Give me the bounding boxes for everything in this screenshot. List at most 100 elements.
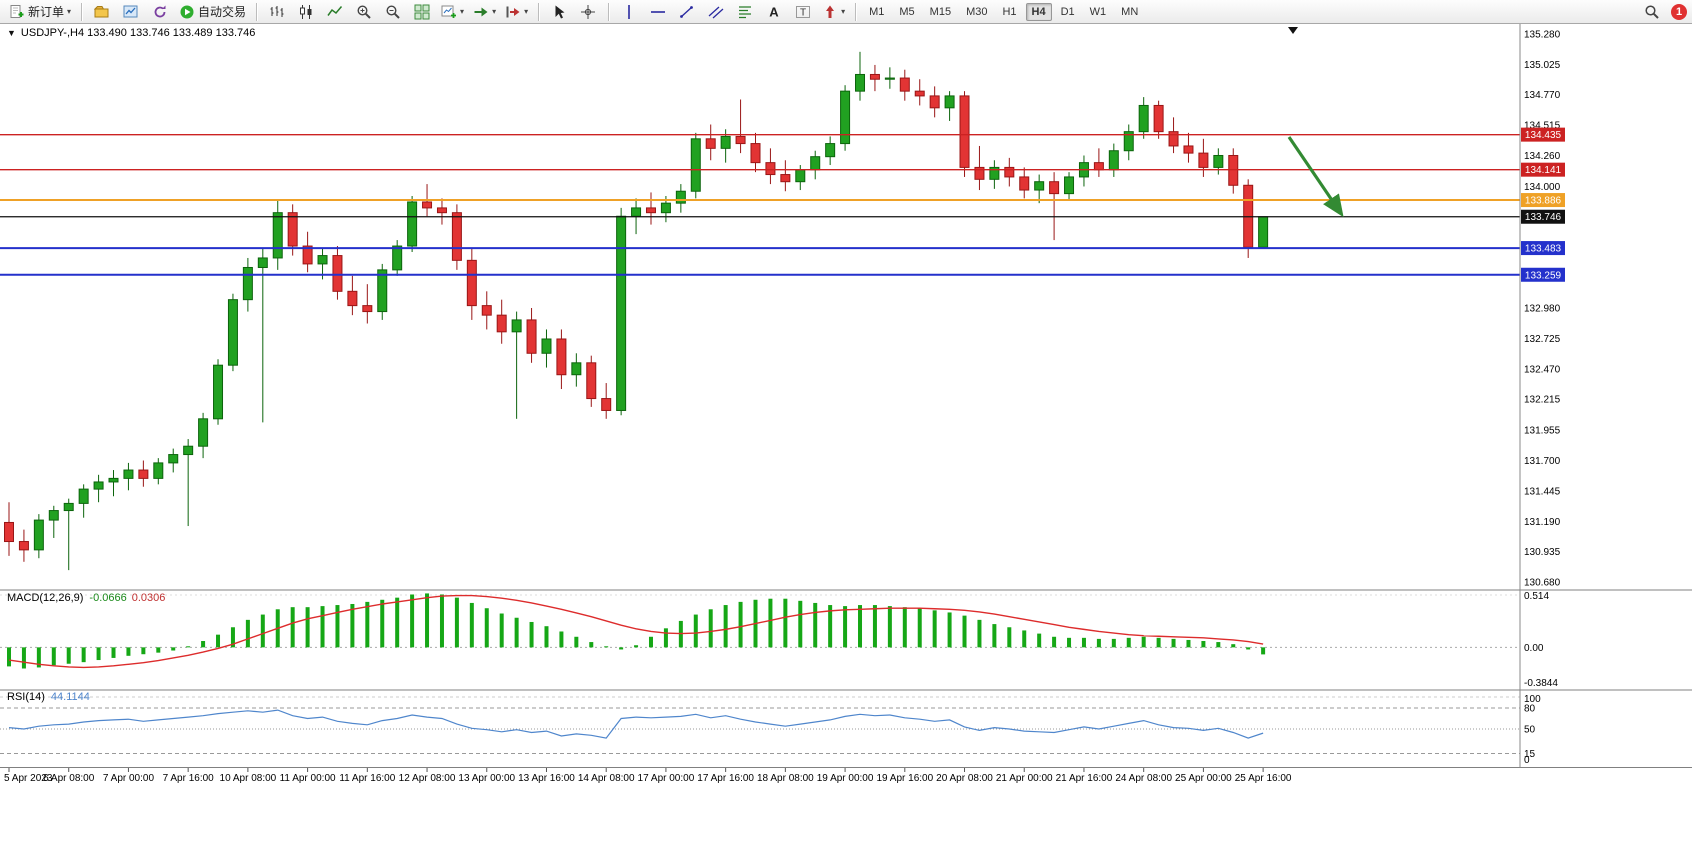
main-price-panel[interactable]: [0, 27, 1520, 571]
candle: [556, 338, 567, 376]
candle: [496, 314, 507, 333]
toolbar-separator: [608, 2, 610, 21]
svg-text:11 Apr 00:00: 11 Apr 00:00: [280, 773, 336, 784]
label-button[interactable]: T: [789, 1, 817, 23]
timeframe-m30-button[interactable]: M30: [966, 5, 988, 18]
candle: [526, 319, 537, 354]
candle: [362, 305, 373, 313]
line-icon: [327, 5, 343, 16]
profiles-icon: [94, 5, 109, 17]
candle: [257, 257, 268, 268]
profiles-button[interactable]: [88, 1, 116, 23]
svg-text:134.141: 134.141: [1525, 165, 1562, 176]
line-chart-button[interactable]: [321, 1, 349, 23]
new-order-button[interactable]: 新订单 ▾: [5, 1, 75, 23]
fibonacci-button[interactable]: [731, 1, 759, 23]
zoom-out-button[interactable]: [379, 1, 407, 23]
candle: [407, 201, 418, 247]
candle: [705, 138, 716, 149]
svg-text:10 Apr 08:00: 10 Apr 08:00: [220, 773, 277, 784]
svg-text:131.700: 131.700: [1524, 456, 1561, 467]
svg-text:15: 15: [1524, 749, 1536, 760]
sell-pressure-arrow[interactable]: [1287, 136, 1344, 218]
candle: [138, 469, 149, 479]
new-chart-button[interactable]: ▾: [437, 1, 468, 23]
vertical-line-button[interactable]: [615, 1, 643, 23]
timeframe-m15-button[interactable]: M15: [929, 5, 952, 18]
candle: [825, 143, 836, 158]
candle: [93, 481, 104, 490]
svg-text:50: 50: [1524, 725, 1536, 736]
candle: [481, 305, 492, 316]
candle: [1228, 154, 1239, 186]
candle: [1004, 166, 1015, 178]
auto-scroll-button[interactable]: ▾: [469, 1, 500, 23]
candle: [1258, 216, 1269, 248]
candle: [287, 212, 298, 247]
svg-text:7 Apr 16:00: 7 Apr 16:00: [163, 773, 215, 784]
price-tag: [1521, 127, 1565, 142]
corner-triangle[interactable]: [1288, 27, 1298, 34]
price-tags: 134.435 134.141 133.886 133.746 133.483 133.2…: [1521, 127, 1565, 282]
candle: [1034, 181, 1045, 191]
timeframe-d1-button[interactable]: D1: [1060, 5, 1075, 18]
svg-text:134.260: 134.260: [1524, 151, 1561, 162]
svg-text:17 Apr 16:00: 17 Apr 16:00: [697, 773, 754, 784]
bar-chart-button[interactable]: [263, 1, 291, 23]
trendline-button[interactable]: [673, 1, 701, 23]
timeframe-m5-button[interactable]: M5: [899, 5, 915, 18]
candle: [914, 90, 925, 97]
candle: [272, 212, 283, 259]
timeframe-h4-button[interactable]: H4: [1025, 2, 1052, 21]
notification-badge[interactable]: 1: [1671, 3, 1687, 20]
chart-shift-button[interactable]: ▾: [501, 1, 532, 23]
svg-text:100: 100: [1524, 694, 1541, 705]
market-watch-button[interactable]: [117, 1, 145, 23]
svg-text:133.746: 133.746: [1525, 212, 1562, 223]
svg-text:130.935: 130.935: [1524, 547, 1561, 558]
candle: [123, 469, 134, 479]
timeframe-m1-button[interactable]: M1: [869, 5, 885, 18]
svg-text:132.470: 132.470: [1524, 364, 1561, 375]
crosshair-button[interactable]: [574, 1, 602, 23]
search-button[interactable]: [1638, 1, 1666, 23]
svg-text:13 Apr 16:00: 13 Apr 16:00: [518, 773, 575, 784]
candle: [974, 166, 985, 180]
candle: [317, 255, 328, 265]
svg-text:135.280: 135.280: [1524, 29, 1561, 40]
svg-text:18 Apr 08:00: 18 Apr 08:00: [757, 773, 814, 784]
auto-trading-button[interactable]: 自动交易: [175, 1, 250, 23]
candlestick-chart-button[interactable]: [292, 1, 320, 23]
svg-text:0.00: 0.00: [1524, 643, 1544, 654]
candle: [436, 207, 447, 214]
svg-text:20 Apr 08:00: 20 Apr 08:00: [936, 773, 993, 784]
arrows-button[interactable]: ▾: [818, 1, 849, 23]
candle: [765, 162, 776, 176]
text-button[interactable]: A: [760, 1, 788, 23]
search-icon: [1645, 4, 1659, 19]
macd-main-value: -0.0666: [89, 592, 127, 604]
horizontal-line-button[interactable]: [644, 1, 672, 23]
candle: [78, 488, 89, 504]
candle: [4, 521, 14, 543]
collapse-triangle-icon[interactable]: ▼: [7, 28, 16, 38]
crosshair-icon: [581, 4, 596, 19]
svg-text:130.680: 130.680: [1524, 578, 1561, 589]
timeframe-w1-button[interactable]: W1: [1089, 5, 1107, 18]
refresh-button[interactable]: [146, 1, 174, 23]
macd-panel[interactable]: 0.514 0.00 -0.3844: [0, 591, 1558, 689]
cursor-button[interactable]: [545, 1, 573, 23]
timeframe-mn-button[interactable]: MN: [1121, 5, 1139, 18]
svg-text:14 Apr 08:00: 14 Apr 08:00: [578, 773, 635, 784]
chevron-down-icon: ▾: [460, 6, 465, 16]
candle: [989, 166, 1000, 180]
svg-text:21 Apr 00:00: 21 Apr 00:00: [996, 773, 1053, 784]
zoom-in-button[interactable]: [350, 1, 378, 23]
tile-windows-button[interactable]: [408, 1, 436, 23]
timeframe-h1-button[interactable]: H1: [1002, 5, 1017, 18]
candle: [1168, 131, 1179, 147]
channel-button[interactable]: [702, 1, 730, 23]
